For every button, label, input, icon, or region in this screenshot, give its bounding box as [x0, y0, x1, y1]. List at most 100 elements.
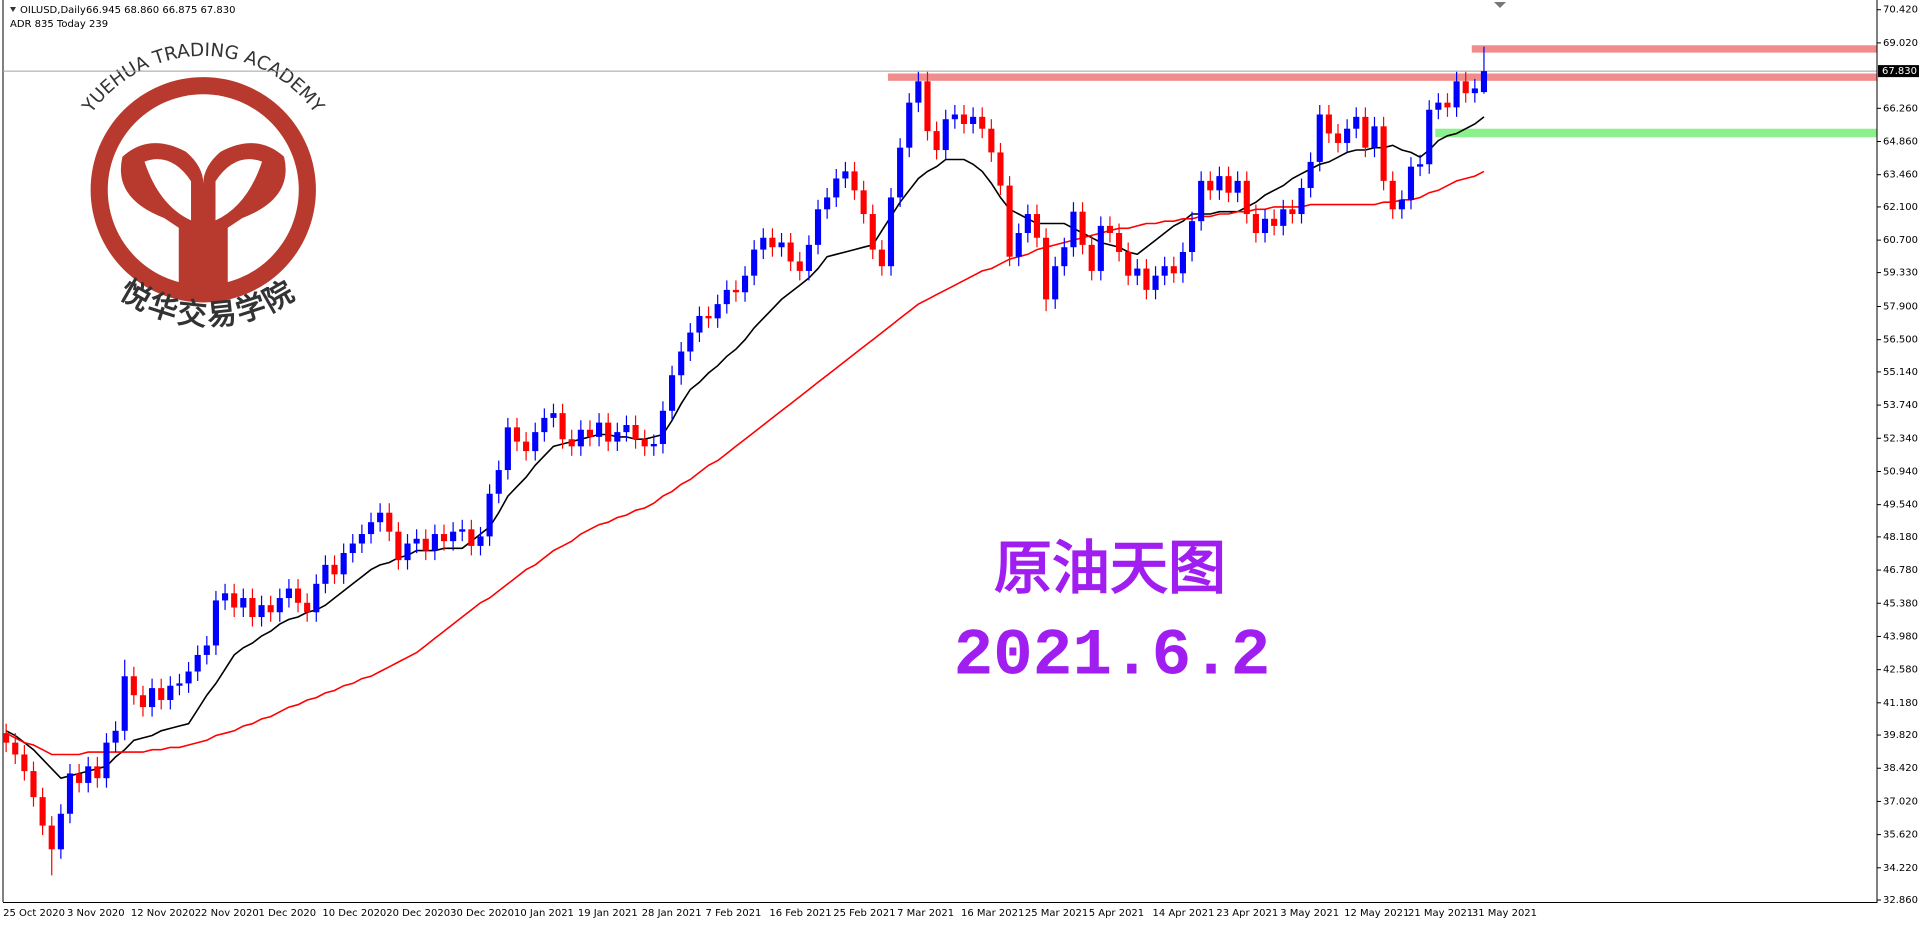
candle-body: [76, 773, 83, 783]
x-tick-label: 3 May 2021: [1280, 908, 1339, 919]
candle-body: [559, 413, 566, 440]
candle-body: [1097, 225, 1104, 271]
candle-body: [3, 733, 10, 743]
candle-body: [915, 81, 922, 103]
candle-body: [468, 529, 475, 546]
candle-body: [395, 531, 402, 561]
candle-body: [1143, 268, 1150, 290]
candle-body: [1225, 176, 1232, 193]
x-tick-label: 7 Mar 2021: [897, 908, 954, 919]
candle-body: [1462, 81, 1469, 94]
candle-body: [139, 695, 147, 708]
candle-body: [1033, 214, 1041, 238]
candle-body: [486, 493, 493, 537]
candle-body: [1116, 233, 1123, 252]
candle-body: [57, 813, 64, 850]
x-tick-label: 5 Apr 2021: [1089, 908, 1144, 919]
candle-body: [313, 583, 320, 613]
candle-body: [422, 538, 429, 551]
candle-body: [367, 522, 375, 535]
candle-body: [130, 676, 137, 696]
candle-body: [1061, 247, 1068, 267]
x-tick-label: 25 Feb 2021: [833, 908, 895, 919]
candle-body: [796, 261, 803, 271]
candle-body: [732, 289, 739, 293]
candle-body: [1344, 128, 1351, 143]
candle-body: [276, 598, 283, 613]
candle-body: [1453, 81, 1460, 108]
candle-body: [1261, 218, 1269, 234]
candle-body: [1417, 164, 1424, 167]
candle-body: [459, 529, 466, 532]
candle-body: [924, 81, 931, 132]
candle-body: [906, 102, 913, 148]
candle-body: [760, 237, 767, 250]
candle-body: [1134, 268, 1141, 276]
x-tick-label: 16 Mar 2021: [961, 908, 1024, 919]
x-tick-label: 23 Apr 2021: [1216, 908, 1278, 919]
candle-body: [331, 564, 338, 575]
y-tick-label: 66.260: [1883, 103, 1918, 114]
candle-body: [933, 131, 940, 151]
candle-body: [149, 688, 156, 708]
candle-body: [751, 249, 758, 276]
info-label: ADR 835 Today 239: [10, 19, 108, 30]
candle-body: [568, 439, 575, 447]
candle-body: [103, 742, 110, 779]
candle-body: [897, 147, 904, 198]
y-tick-label: 49.540: [1883, 500, 1918, 511]
candle-body: [687, 332, 694, 352]
candle-body: [1006, 185, 1013, 257]
y-tick-label: 38.420: [1883, 763, 1918, 774]
candle-body: [1334, 133, 1342, 143]
candle-body: [176, 683, 183, 686]
candle-body: [696, 315, 703, 333]
candle-body: [851, 171, 858, 191]
price-zone: [887, 73, 1877, 81]
candle-body: [285, 588, 292, 599]
x-tick-label: 20 Dec 2020: [386, 908, 450, 919]
candle-body: [304, 602, 311, 613]
candle-body: [513, 427, 521, 442]
candle-body: [1015, 233, 1022, 257]
y-tick-label: 60.700: [1883, 235, 1918, 246]
candle-body: [386, 512, 393, 532]
candle-body: [1398, 199, 1405, 210]
candle-body: [413, 538, 420, 544]
y-tick-label: 42.580: [1883, 665, 1918, 676]
candle-body: [21, 754, 28, 772]
last-price-label: 67.830: [1882, 66, 1917, 77]
candle-body: [12, 742, 19, 755]
candle-body: [112, 730, 119, 743]
candle-body: [1125, 251, 1132, 276]
x-tick-label: 12 Nov 2020: [131, 908, 195, 919]
candle-body: [94, 766, 101, 779]
overlay-title: 原油天图: [994, 534, 1226, 602]
candle-body: [550, 413, 557, 418]
candle-body: [778, 242, 785, 248]
menu-arrow[interactable]: [10, 7, 16, 12]
logo-emblem-detail: [144, 159, 263, 221]
candle-body: [1024, 214, 1031, 234]
x-tick-label: 28 Jan 2021: [642, 908, 702, 919]
x-tick-label: 14 Apr 2021: [1153, 908, 1215, 919]
y-tick-label: 62.100: [1883, 202, 1918, 213]
x-tick-label: 31 May 2021: [1472, 908, 1537, 919]
candle-body: [39, 797, 46, 826]
y-tick-label: 32.860: [1883, 895, 1918, 906]
candle-body: [1289, 209, 1296, 215]
candle-body: [185, 671, 192, 684]
x-tick-label: 25 Mar 2021: [1025, 908, 1088, 919]
x-tick-label: 19 Jan 2021: [578, 908, 638, 919]
candle-body: [878, 249, 885, 267]
candle-body: [1480, 71, 1488, 93]
candle-body: [1298, 187, 1305, 215]
candle-body: [951, 114, 958, 120]
y-tick-label: 59.330: [1883, 268, 1918, 279]
candle-body: [979, 116, 986, 129]
candle-body: [340, 553, 347, 575]
candle-body: [659, 410, 666, 444]
candle-body: [1444, 102, 1451, 108]
candle-body: [723, 289, 730, 305]
